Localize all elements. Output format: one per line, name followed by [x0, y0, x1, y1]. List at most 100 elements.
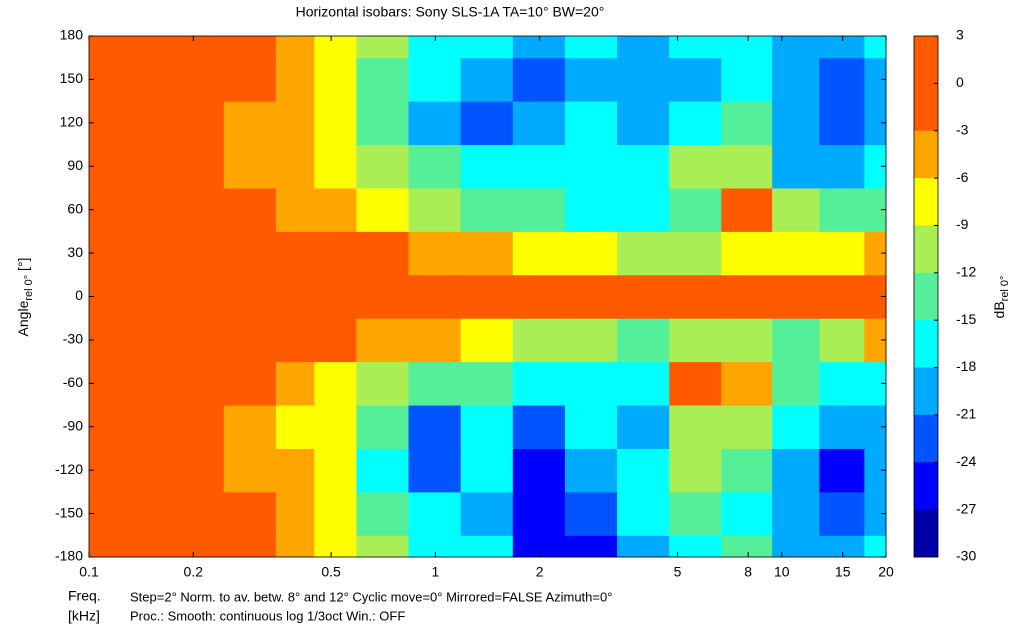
contour-cell — [721, 361, 773, 406]
contour-cell — [223, 405, 277, 449]
contour-cell — [721, 448, 773, 493]
contour-cell — [314, 101, 357, 146]
contour-cell — [171, 491, 225, 536]
contour-cell — [119, 535, 173, 558]
contour-cell — [314, 57, 357, 102]
contour-cell — [460, 491, 514, 536]
contour-cell — [408, 57, 462, 102]
contour-cell — [223, 274, 277, 319]
contour-cell — [721, 57, 773, 102]
contour-cell — [772, 231, 820, 276]
colorbar-tick-label: -15 — [956, 311, 976, 327]
x-axis-unit: [kHz] — [68, 608, 100, 624]
contour-cell — [275, 448, 315, 493]
contour-cell — [864, 231, 887, 276]
contour-cell — [864, 36, 887, 59]
contour-cell — [223, 101, 277, 146]
colorbar-tick-label: -3 — [956, 121, 969, 137]
contour-cell — [819, 187, 865, 232]
contour-cell — [119, 405, 173, 449]
contour-cell — [314, 361, 357, 406]
contour-cell — [617, 231, 670, 276]
x-tick-label: 5 — [674, 564, 682, 580]
colorbar-tick-label: 0 — [956, 74, 964, 90]
contour-cell — [564, 535, 618, 558]
contour-cell — [119, 187, 173, 232]
contour-cell — [669, 101, 722, 146]
contour-cell — [772, 491, 820, 536]
x-tick-label: 2 — [536, 564, 544, 580]
contour-cell — [119, 361, 173, 406]
y-tick-label: 150 — [60, 70, 84, 86]
contour-cell — [721, 231, 773, 276]
contour-cell — [819, 231, 865, 276]
y-tick-label: 0 — [75, 287, 83, 303]
y-tick-label: -180 — [55, 548, 83, 564]
contour-cell — [617, 187, 670, 232]
contour-cell — [171, 318, 225, 363]
contour-cell — [119, 274, 173, 319]
contour-cell — [89, 405, 120, 449]
contour-cell — [819, 405, 865, 449]
contour-cell — [314, 491, 357, 536]
x-axis-label: Freq. — [68, 588, 101, 604]
contour-cell — [408, 318, 462, 363]
colorbar-label-text: dB — [991, 301, 1007, 318]
contour-cell — [819, 535, 865, 558]
contour-cell — [89, 144, 120, 189]
contour-cell — [564, 318, 618, 363]
contour-cell — [223, 144, 277, 189]
contour-cell — [223, 231, 277, 276]
contour-cell — [356, 231, 410, 276]
contour-cell — [408, 405, 462, 449]
x-tick-label: 10 — [774, 564, 790, 580]
contour-cell — [89, 101, 120, 146]
contour-cell — [119, 491, 173, 536]
contour-cell — [356, 318, 410, 363]
colorbar-tick-label: -6 — [956, 169, 969, 185]
contour-cell — [119, 318, 173, 363]
contour-cell — [512, 187, 566, 232]
contour-cell — [512, 535, 566, 558]
contour-cell — [819, 57, 865, 102]
contour-cell — [564, 405, 618, 449]
contour-cell — [314, 231, 357, 276]
contour-cell — [617, 57, 670, 102]
contour-cell — [721, 36, 773, 59]
contour-cell — [772, 274, 820, 319]
contour-cell — [564, 361, 618, 406]
y-tick-label: 60 — [67, 200, 83, 216]
contour-cell — [772, 57, 820, 102]
colorbar-band — [914, 414, 938, 463]
contour-cell — [408, 101, 462, 146]
y-tick-label: -90 — [63, 417, 83, 433]
contour-cell — [223, 361, 277, 406]
x-tick-label: 0.1 — [79, 564, 99, 580]
contour-cell — [356, 448, 410, 493]
contour-cell — [119, 448, 173, 493]
contour-cell — [356, 187, 410, 232]
contour-cell — [669, 36, 722, 59]
contour-cell — [408, 491, 462, 536]
contour-cell — [460, 535, 514, 558]
contour-cell — [119, 144, 173, 189]
contour-cell — [408, 448, 462, 493]
contour-cell — [617, 318, 670, 363]
contour-cell — [171, 361, 225, 406]
contour-cell — [564, 57, 618, 102]
contour-cell — [408, 144, 462, 189]
colorbar-tick-label: -27 — [956, 500, 976, 516]
colorbar-tick-label: -21 — [956, 406, 976, 422]
contour-cell — [223, 318, 277, 363]
contour-cell — [119, 231, 173, 276]
contour-cell — [275, 491, 315, 536]
x-tick-label: 15 — [835, 564, 851, 580]
contour-cell — [617, 361, 670, 406]
colorbar-band — [914, 83, 938, 132]
contour-cell — [89, 491, 120, 536]
contour-cell — [617, 448, 670, 493]
contour-cell — [119, 36, 173, 59]
contour-cell — [864, 57, 887, 102]
colorbar-band — [914, 509, 938, 558]
x-tick-label: 20 — [878, 564, 894, 580]
